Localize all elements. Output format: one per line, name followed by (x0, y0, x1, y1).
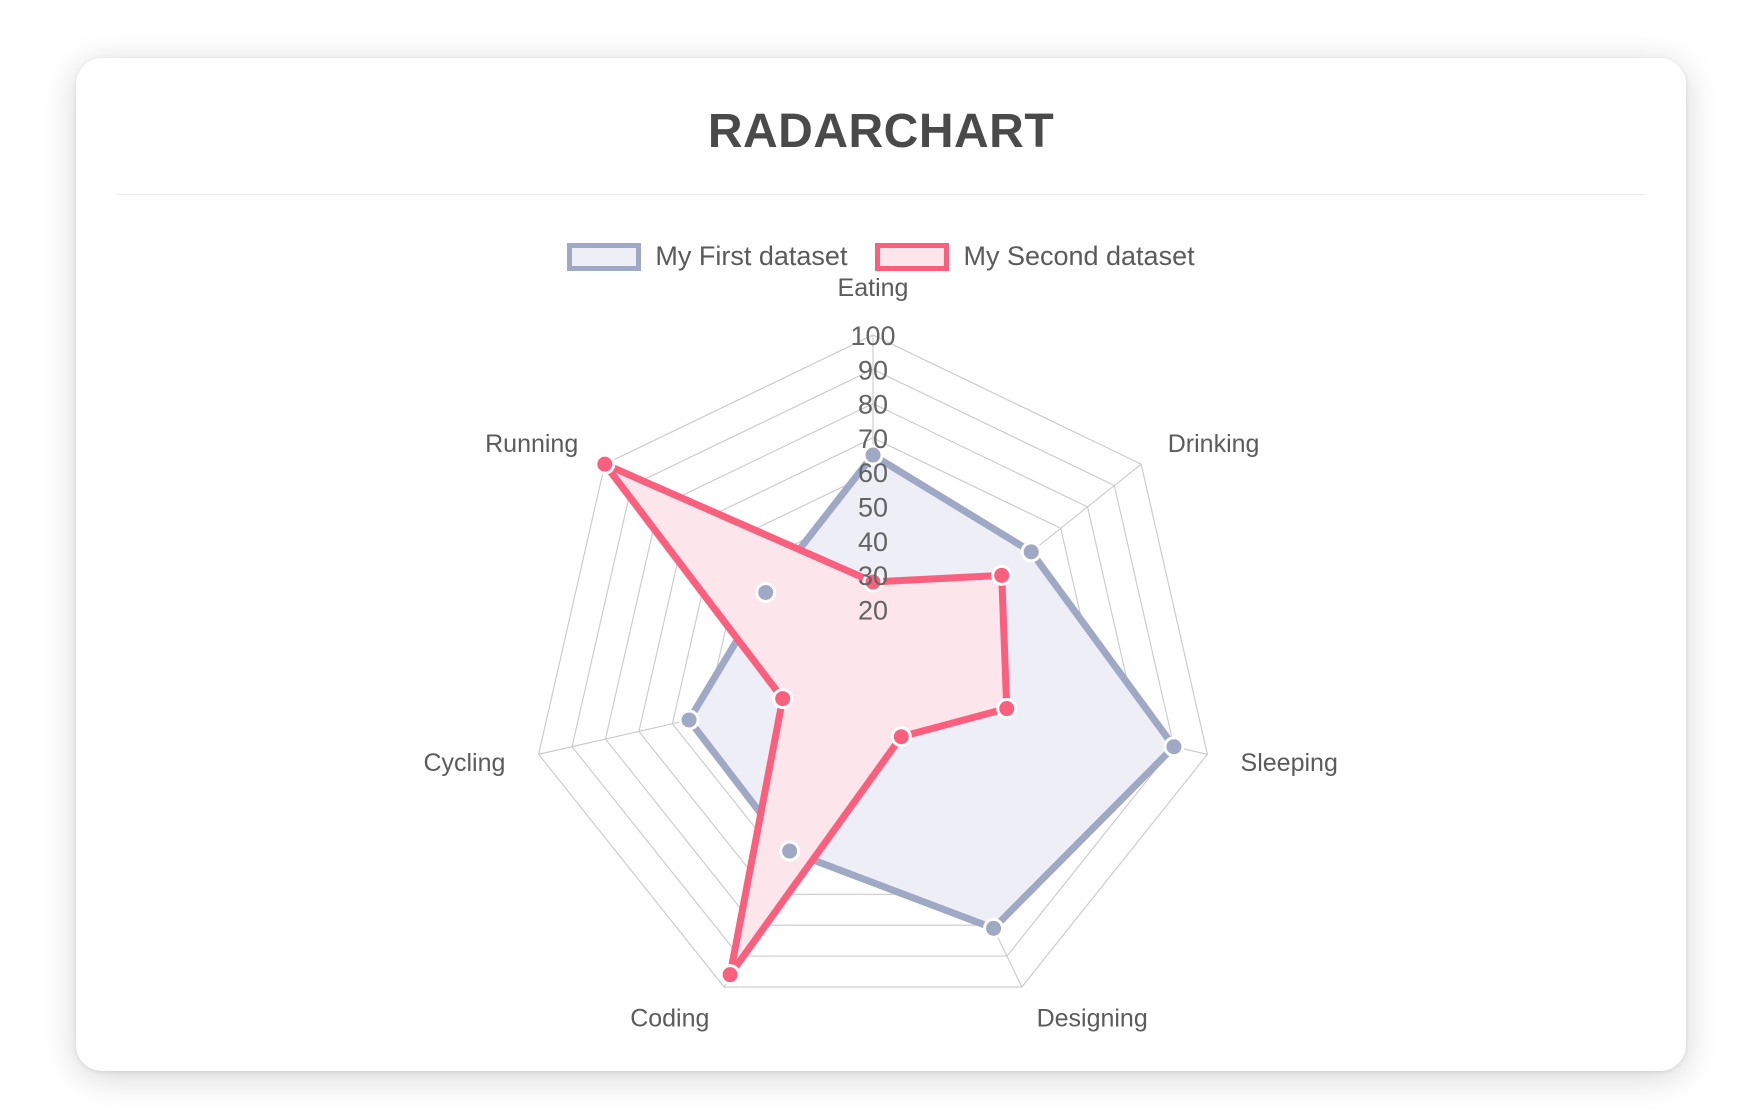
radar-axis-label-running: Running (485, 430, 578, 458)
radar-grid-ring (571, 368, 1175, 957)
radar-data-point[interactable] (1020, 541, 1042, 563)
radar-axis-label-coding: Coding (630, 1005, 709, 1033)
title-divider (116, 194, 1646, 195)
radar-data-point[interactable] (890, 726, 912, 748)
radar-tick-label: 100 (850, 321, 895, 351)
radar-data-point[interactable] (1163, 736, 1185, 758)
radar-axis-labels: Eating Drinking Sleeping Designing Coding Cyc… (423, 274, 1337, 1033)
radar-data-point[interactable] (991, 564, 1013, 586)
legend-swatch-first-dataset (567, 242, 642, 271)
radar-data-point[interactable] (779, 840, 801, 862)
legend-item-first-dataset[interactable]: My First dataset (567, 241, 847, 272)
radar-axis-label-designing: Designing (1037, 1005, 1148, 1033)
legend-label-second-dataset: My Second dataset (963, 241, 1195, 271)
radar-tick-labels: 100 90 80 70 60 50 40 30 20 (850, 321, 895, 625)
radar-series (594, 444, 1185, 986)
radar-axis-label-eating: Eating (838, 274, 909, 302)
legend-label-first-dataset: My First dataset (655, 241, 848, 271)
radar-axis-label-drinking: Drinking (1168, 430, 1260, 458)
radar-tick-label: 20 (858, 595, 888, 625)
radar-data-point[interactable] (772, 688, 794, 710)
radar-axis-label-sleeping: Sleeping (1241, 749, 1338, 777)
legend-swatch-second-dataset (875, 242, 950, 271)
radar-tick-label: 40 (858, 527, 888, 557)
chart-legend: My First dataset My Second dataset (76, 241, 1686, 272)
radar-data-point[interactable] (996, 698, 1018, 720)
radar-data-point[interactable] (678, 709, 700, 731)
radar-tick-label: 60 (858, 458, 888, 488)
radar-tick-label: 30 (858, 561, 888, 591)
radar-data-point[interactable] (594, 453, 616, 475)
page-title: RADARCHART (707, 105, 1055, 158)
radar-tick-label: 50 (858, 493, 888, 523)
radar-data-point[interactable] (862, 444, 884, 466)
radar-tick-label: 70 (858, 424, 888, 454)
legend-item-second-dataset[interactable]: My Second dataset (875, 241, 1195, 272)
radar-data-point[interactable] (862, 571, 884, 593)
radar-data-point[interactable] (755, 581, 777, 603)
radar-tick-label: 80 (858, 390, 888, 420)
chart-card: RADARCHART My First dataset My Second da… (76, 58, 1686, 1071)
radar-grid-ring (538, 334, 1208, 988)
radar-data-point[interactable] (719, 964, 741, 986)
radar-axis-label-cycling: Cycling (423, 749, 505, 777)
radar-grid-ring (604, 402, 1142, 926)
radar-data-point[interactable] (983, 917, 1005, 939)
radar-series-line (601, 460, 1011, 979)
radar-tick-label: 90 (858, 355, 888, 385)
